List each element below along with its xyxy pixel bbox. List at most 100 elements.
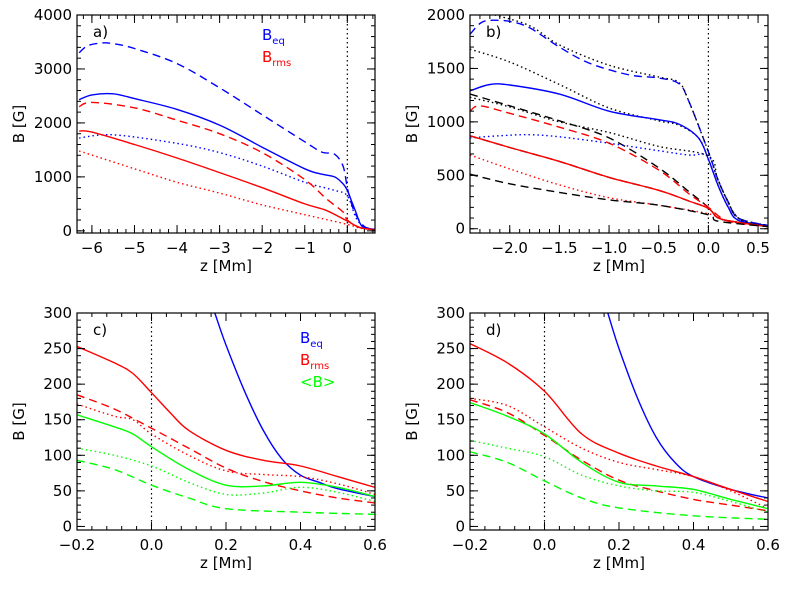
x-tick-label: 0 xyxy=(343,239,353,257)
panel-label: d) xyxy=(486,321,501,339)
axes-frame xyxy=(469,14,769,234)
x-tick-label: −2.0 xyxy=(492,239,528,257)
x-axis-label: z [Mm] xyxy=(593,257,645,275)
y-tick-label: 250 xyxy=(436,340,465,358)
y-tick-label: 300 xyxy=(436,304,465,322)
series-line-6 xyxy=(470,96,768,227)
x-tick-label: −0.2 xyxy=(59,536,95,554)
y-tick-label: 250 xyxy=(43,340,72,358)
panel-label: c) xyxy=(93,321,107,339)
x-tick-label: 0.6 xyxy=(363,536,387,554)
y-tick-label: 200 xyxy=(436,375,465,393)
series-line-9 xyxy=(470,135,768,228)
x-tick-label: 0.5 xyxy=(746,239,770,257)
legend-main: B xyxy=(262,48,272,66)
legend-main: <B> xyxy=(300,373,335,391)
y-tick-label: 1000 xyxy=(34,168,72,186)
series-line-1 xyxy=(470,342,768,503)
series-line-2 xyxy=(470,397,768,510)
legend-sub: eq xyxy=(310,339,323,350)
y-tick-label: 4000 xyxy=(34,6,72,24)
x-tick-label: 0.0 xyxy=(533,536,557,554)
x-tick-label: −2 xyxy=(251,239,273,257)
series-line-0 xyxy=(607,313,768,499)
x-tick-label: 0.2 xyxy=(214,536,238,554)
x-tick-label: 0.4 xyxy=(682,536,706,554)
plot-area xyxy=(78,15,375,233)
series-line-6 xyxy=(470,451,768,520)
plot-area xyxy=(470,15,768,233)
series-line-4 xyxy=(77,414,375,498)
plot-area xyxy=(470,313,768,530)
y-axis-label: B [G] xyxy=(403,105,421,143)
legend-main: B xyxy=(262,26,272,44)
series-line-2 xyxy=(77,394,375,504)
series-line-1 xyxy=(78,92,375,230)
y-tick-label: 2000 xyxy=(34,114,72,132)
x-tick-label: −6 xyxy=(81,239,103,257)
y-tick-label: 500 xyxy=(436,166,465,184)
series-line-7 xyxy=(470,133,768,227)
x-tick-label: −0.5 xyxy=(641,239,677,257)
legend-main: B xyxy=(300,329,310,347)
y-tick-label: 50 xyxy=(53,482,72,500)
y-tick-label: 1000 xyxy=(427,113,465,131)
series-line-0 xyxy=(470,19,768,227)
series-line-5 xyxy=(470,439,768,513)
series-line-11 xyxy=(470,173,768,228)
y-tick-label: 0 xyxy=(62,517,72,535)
legend-entry: <B> xyxy=(300,373,335,391)
series-line-0 xyxy=(78,42,375,230)
series-line-2 xyxy=(79,133,375,230)
panel-b: −2.0 −1.5 −1.0 −0.5 0.0 0.5 0 500 1000 1500 2000 z … xyxy=(403,6,770,275)
y-tick-label: 300 xyxy=(43,304,72,322)
legend-entry: Brms xyxy=(262,48,291,69)
legend-entry: Beq xyxy=(300,329,323,350)
series-line-4 xyxy=(470,401,768,510)
series-line-0 xyxy=(214,313,375,498)
series-line-3 xyxy=(470,83,768,227)
legend-main: B xyxy=(300,351,310,369)
series-line-5 xyxy=(470,105,768,228)
y-tick-label: 50 xyxy=(446,482,465,500)
series-line-5 xyxy=(78,150,375,231)
x-tick-label: 0.6 xyxy=(756,536,780,554)
series-line-1 xyxy=(77,345,375,488)
y-tick-label: 3000 xyxy=(34,60,72,78)
panel-label: b) xyxy=(486,23,501,41)
series-line-6 xyxy=(77,459,375,515)
y-tick-label: 150 xyxy=(436,411,465,429)
panel-label: a) xyxy=(93,23,108,41)
series-line-3 xyxy=(470,399,768,512)
x-axis-label: z [Mm] xyxy=(593,554,645,572)
y-tick-label: 100 xyxy=(43,446,72,464)
series-line-1 xyxy=(494,15,768,227)
x-tick-label: 0.2 xyxy=(607,536,631,554)
x-tick-label: 0.4 xyxy=(289,536,313,554)
legend-sub: eq xyxy=(272,36,285,47)
series-line-3 xyxy=(78,101,375,231)
y-tick-label: 1500 xyxy=(427,59,465,77)
y-tick-label: 2000 xyxy=(427,6,465,24)
x-tick-label: 0.0 xyxy=(696,239,720,257)
plot-area xyxy=(77,313,375,530)
legend-sub: rms xyxy=(272,58,291,69)
x-axis-label: z [Mm] xyxy=(200,554,252,572)
y-axis-label: B [G] xyxy=(10,402,28,440)
series-line-4 xyxy=(79,130,375,231)
y-axis-label: B [G] xyxy=(10,105,28,143)
legend-sub: rms xyxy=(310,361,329,372)
x-tick-label: −5 xyxy=(123,239,145,257)
x-axis-label: z [Mm] xyxy=(200,257,252,275)
x-tick-label: −1.5 xyxy=(541,239,577,257)
y-tick-label: 0 xyxy=(62,222,72,240)
series-line-3 xyxy=(77,403,375,496)
y-tick-label: 0 xyxy=(455,517,465,535)
series-line-10 xyxy=(470,154,768,228)
axes-frame xyxy=(76,14,376,234)
x-tick-label: −0.2 xyxy=(452,536,488,554)
y-axis-label: B [G] xyxy=(403,402,421,440)
legend-entry: Brms xyxy=(300,351,329,372)
x-tick-label: 0.0 xyxy=(140,536,164,554)
y-tick-label: 100 xyxy=(436,446,465,464)
